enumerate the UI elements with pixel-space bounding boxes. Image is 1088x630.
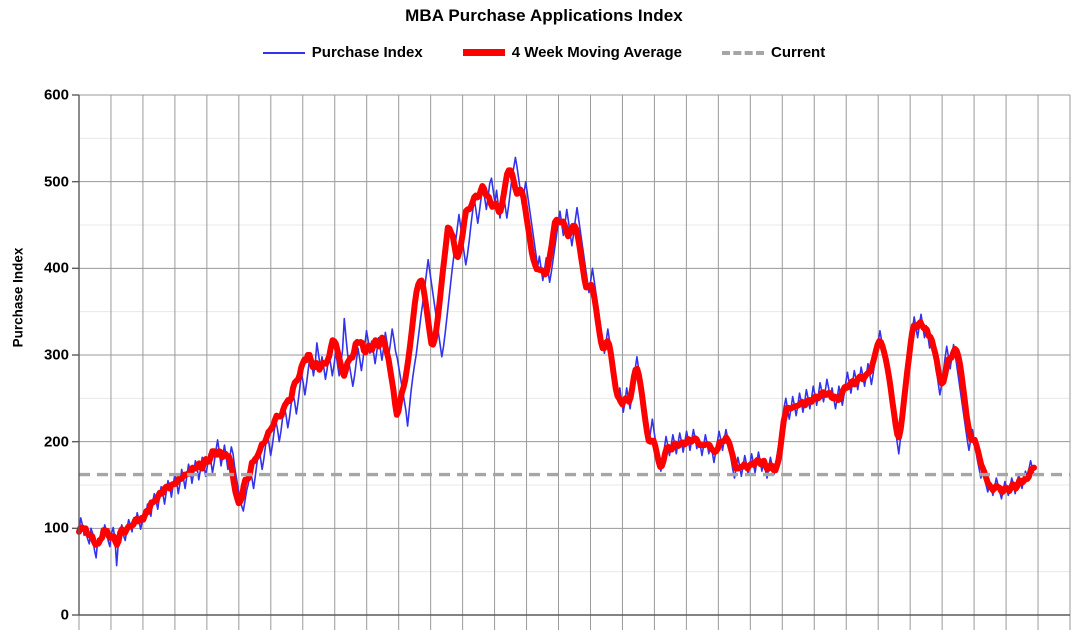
legend-item-4-week-moving-average: 4 Week Moving Average [462,44,683,61]
legend-swatch-thick-line-icon [462,49,505,56]
y-axis-tick-label: 0 [60,606,69,624]
y-axis-tick-label: 300 [43,346,69,364]
legend-label: 4 Week Moving Average [511,44,683,61]
legend-item-current: Current [722,44,825,61]
y-axis-tick-label: 500 [43,173,69,191]
y-axis-tick-label: 100 [43,519,69,537]
legend-label: Purchase Index [311,44,423,61]
legend-item-purchase-index: Purchase Index [262,44,423,61]
y-axis-tick-label: 200 [43,433,69,451]
series-line-4-week-moving-average [76,167,1037,548]
legend-swatch-dashed-line-icon [722,50,765,55]
y-axis-tick-label: 400 [43,259,69,277]
y-axis-tick-label: 600 [43,86,69,104]
chart-legend: Purchase Index 4 Week Moving Average Cur… [0,44,1088,61]
legend-label: Current [771,44,826,61]
chart-title: MBA Purchase Applications Index [405,6,683,25]
legend-swatch-line-icon [262,51,305,54]
